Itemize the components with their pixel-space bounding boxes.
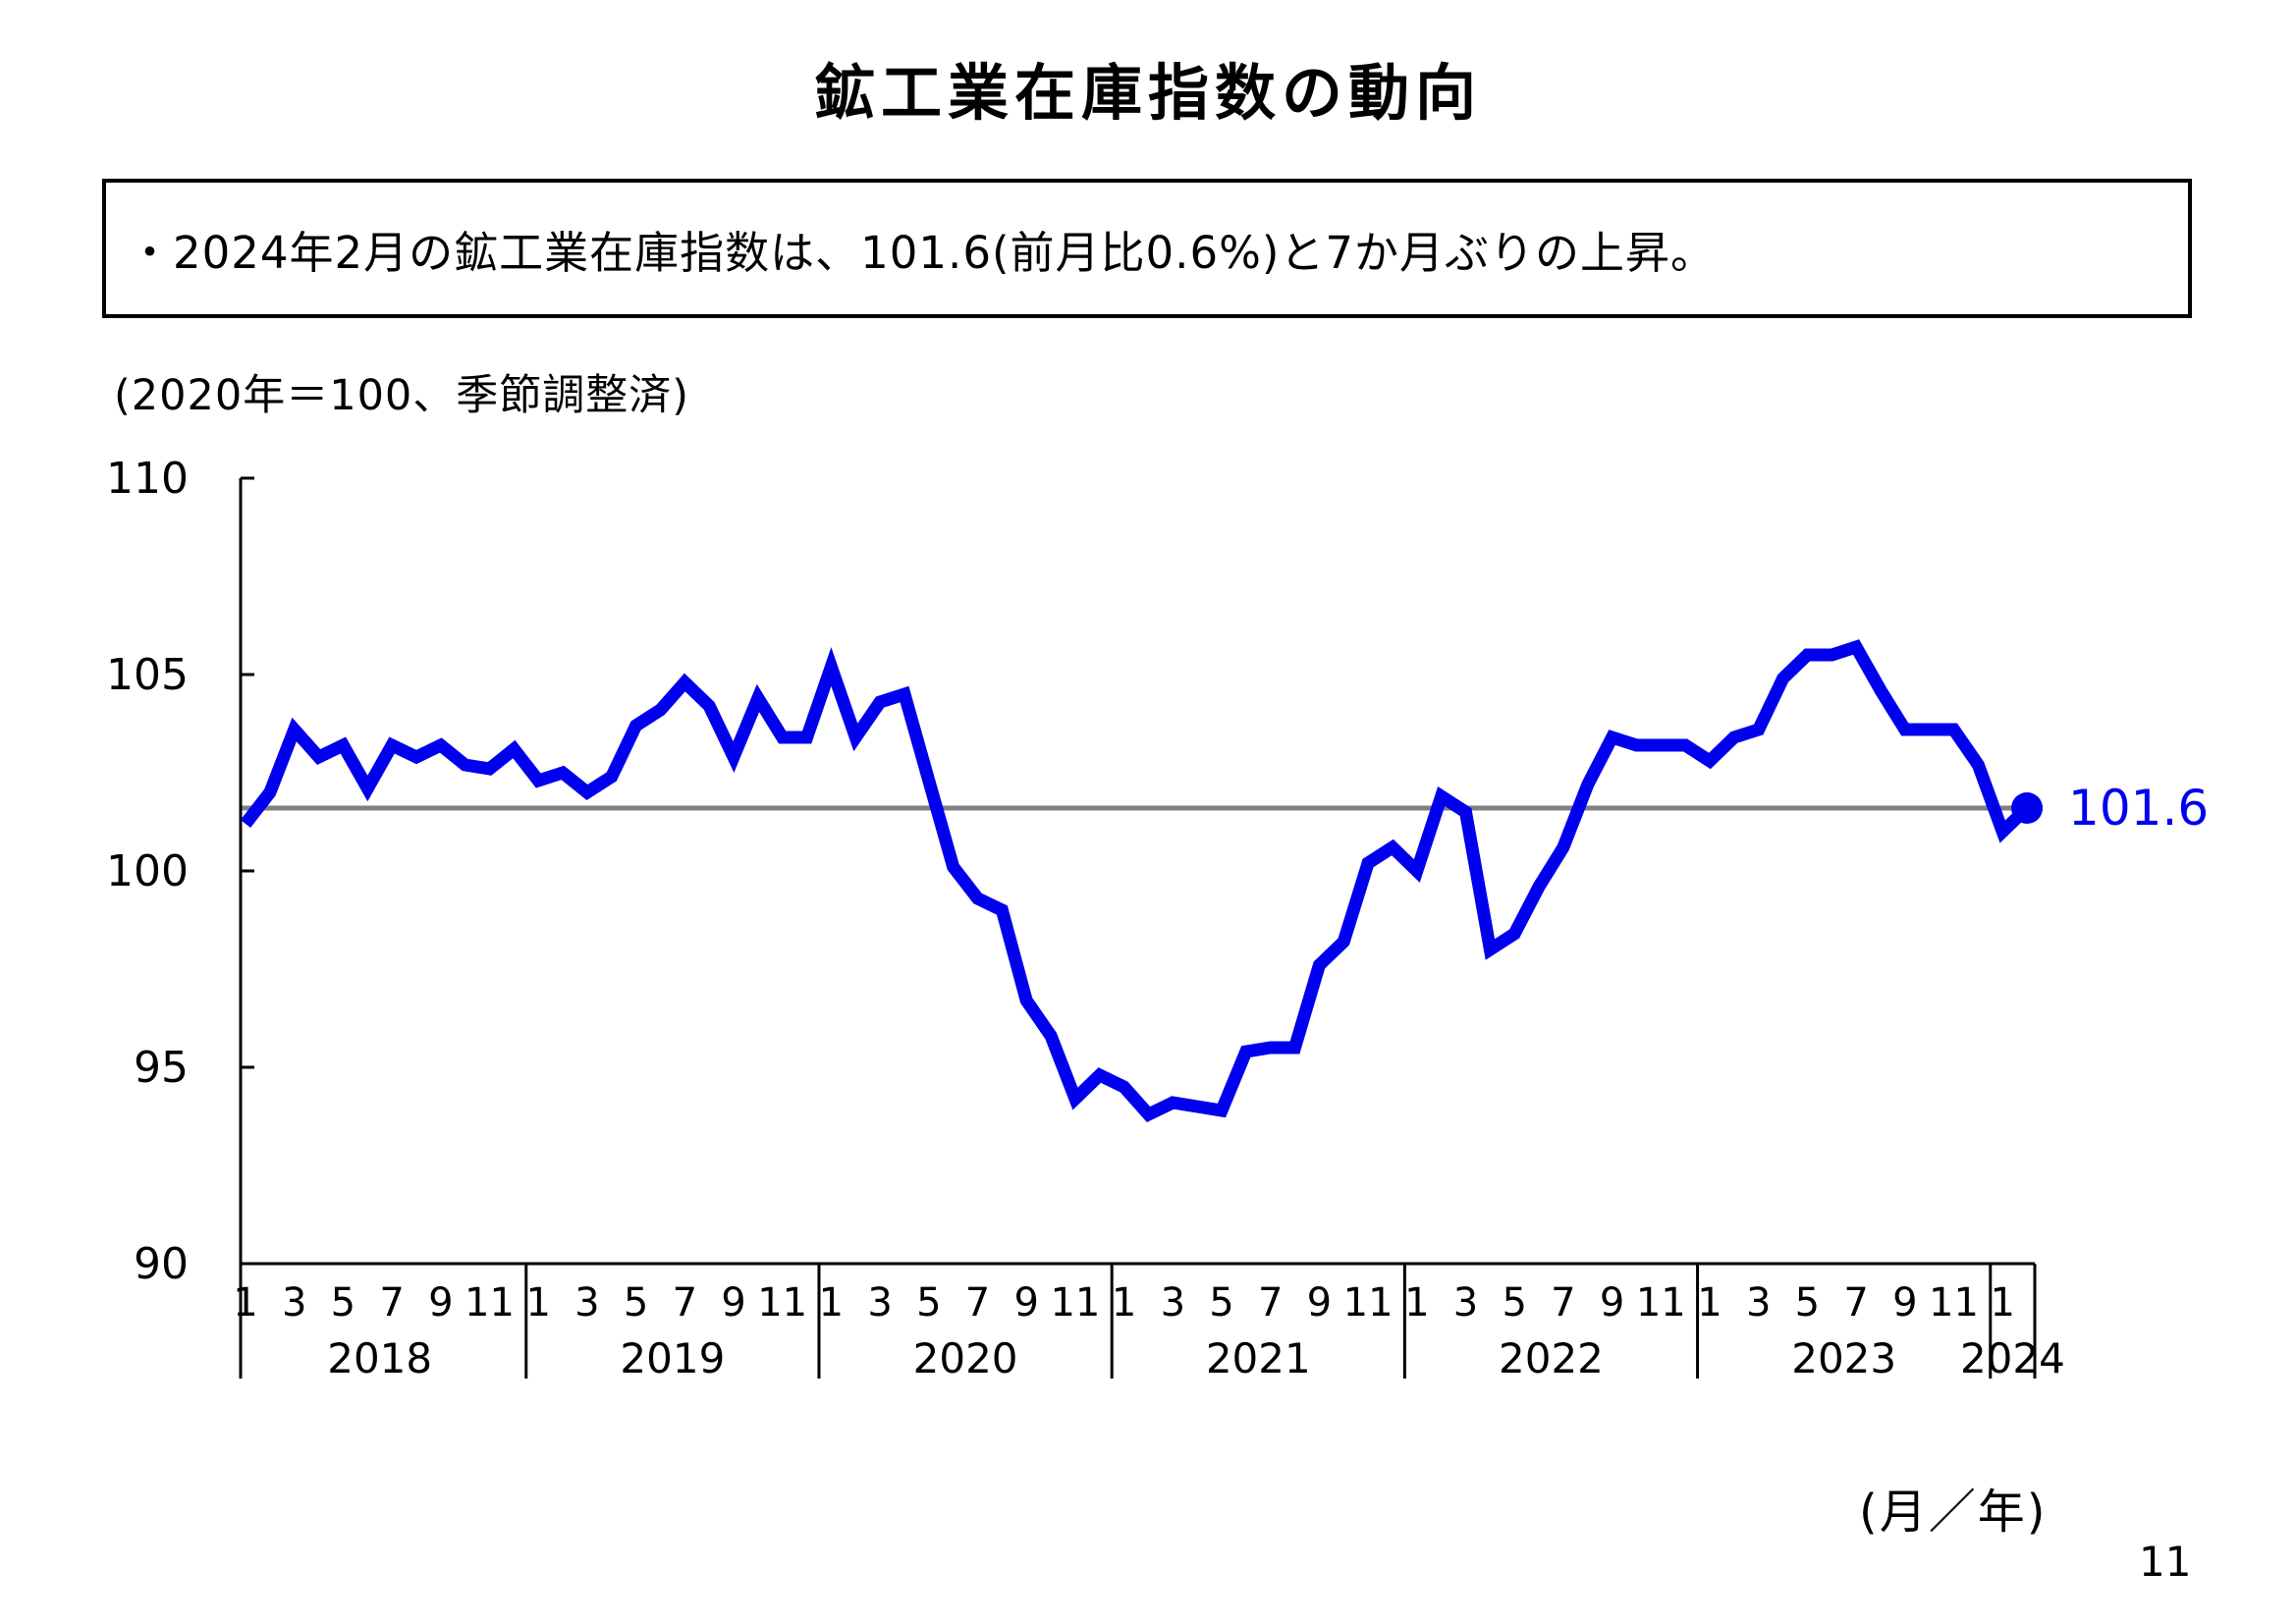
unit-note: (2020年＝100、季節調整済) xyxy=(114,371,690,420)
month-tick-label: 3 xyxy=(1161,1280,1185,1326)
month-tick-label: 11 xyxy=(1929,1280,1979,1326)
year-label: 2018 xyxy=(327,1334,432,1382)
y-tick-label: 95 xyxy=(134,1043,189,1093)
month-tick-label: 1 xyxy=(819,1280,844,1326)
month-tick-label: 11 xyxy=(1636,1280,1686,1326)
month-tick-label: 3 xyxy=(282,1280,306,1326)
month-tick-label: 3 xyxy=(1746,1280,1771,1326)
year-label: 2019 xyxy=(620,1334,725,1382)
year-label: 2021 xyxy=(1206,1334,1311,1382)
axes xyxy=(239,478,2035,1266)
month-tick-label: 5 xyxy=(1502,1280,1526,1326)
latest-value-label: 101.6 xyxy=(2068,780,2209,837)
month-tick-label: 11 xyxy=(465,1280,515,1326)
month-tick-label: 3 xyxy=(1453,1280,1478,1326)
month-tick-label: 7 xyxy=(1258,1280,1283,1326)
month-tick-label: 7 xyxy=(965,1280,990,1326)
latest-point-dot xyxy=(2011,792,2044,824)
month-tick-label: 9 xyxy=(1600,1280,1624,1326)
y-tick-label: 90 xyxy=(134,1239,189,1289)
month-tick-label: 5 xyxy=(916,1280,941,1326)
year-label: 2023 xyxy=(1791,1334,1896,1382)
month-tick-label: 5 xyxy=(624,1280,648,1326)
month-tick-label: 9 xyxy=(428,1280,453,1326)
month-tick-label: 9 xyxy=(1307,1280,1332,1326)
month-tick-label: 7 xyxy=(1843,1280,1868,1326)
summary-text: ・2024年2月の鉱工業在庫指数は、101.6(前月比0.6%)と7か月ぶりの上… xyxy=(128,226,1717,279)
year-label: 2020 xyxy=(913,1334,1018,1382)
month-tick-label: 1 xyxy=(1404,1280,1429,1326)
month-tick-label: 1 xyxy=(1990,1280,2014,1326)
y-tick-label: 105 xyxy=(106,650,189,700)
month-tick-label: 11 xyxy=(1343,1280,1394,1326)
y-tick-label: 100 xyxy=(106,846,189,896)
month-tick-label: 9 xyxy=(1892,1280,1917,1326)
month-tick-label: 1 xyxy=(233,1280,257,1326)
month-tick-label: 1 xyxy=(1112,1280,1136,1326)
summary-box: ・2024年2月の鉱工業在庫指数は、101.6(前月比0.6%)と7か月ぶりの上… xyxy=(102,179,2192,318)
month-tick-label: 7 xyxy=(379,1280,404,1326)
month-tick-label: 7 xyxy=(1551,1280,1575,1326)
month-tick-label: 3 xyxy=(574,1280,599,1326)
page-title: 鉱工業在庫指数の動向 xyxy=(813,57,1482,129)
month-tick-label: 3 xyxy=(867,1280,892,1326)
y-tick-label: 110 xyxy=(106,454,189,504)
month-tick-label: 1 xyxy=(525,1280,550,1326)
month-tick-label: 1 xyxy=(1697,1280,1722,1326)
month-tick-label: 7 xyxy=(673,1280,697,1326)
year-label: 2024 xyxy=(1960,1334,2065,1382)
month-tick-label: 9 xyxy=(1013,1280,1038,1326)
month-tick-label: 11 xyxy=(757,1280,807,1326)
page-number: 11 xyxy=(2139,1538,2192,1586)
month-tick-label: 11 xyxy=(1050,1280,1100,1326)
year-label: 2022 xyxy=(1499,1334,1604,1382)
month-tick-label: 5 xyxy=(1209,1280,1233,1326)
month-tick-label: 5 xyxy=(331,1280,355,1326)
month-tick-label: 9 xyxy=(721,1280,745,1326)
index-line xyxy=(240,639,2032,1122)
month-tick-label: 5 xyxy=(1795,1280,1820,1326)
x-axis-note: (月／年) xyxy=(1859,1485,2048,1540)
